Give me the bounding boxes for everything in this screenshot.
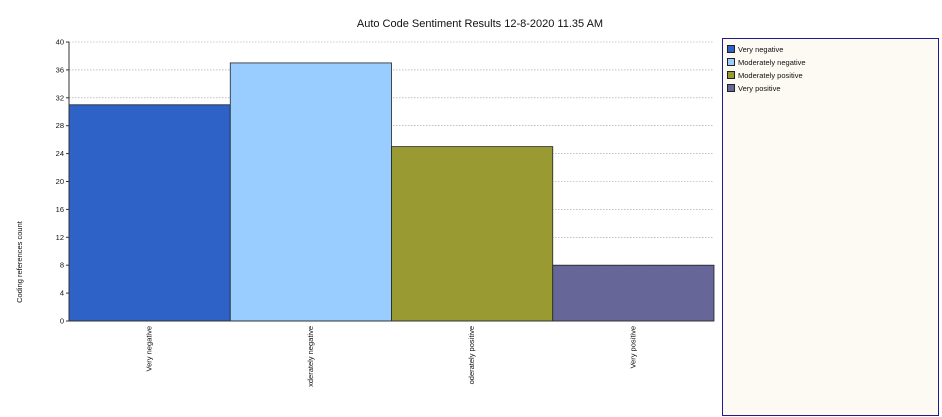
plot-area: 0 4 8 12 16 20 24 28 32 36 40 Very negative xderate…	[15, 38, 715, 387]
legend-item-moderately-negative: Moderately negative	[727, 56, 806, 68]
legend-label: Moderately positive	[738, 70, 803, 80]
x-tick-label-2: xderately negative	[306, 326, 315, 387]
y-axis-label: Coding references count	[15, 220, 24, 303]
bars	[68, 62, 715, 322]
y-tick-labels: 0 4 8 12 16 20 24 28 32 36 40	[56, 38, 69, 326]
legend-label: Very negative	[738, 44, 784, 54]
bar-very-negative	[68, 104, 231, 322]
legend-item-moderately-positive: Moderately positive	[727, 69, 803, 81]
legend-item-very-positive: Very positive	[727, 82, 781, 94]
y-tick-label-8: 8	[60, 261, 64, 270]
bar-very-positive	[552, 264, 715, 322]
bar-moderately-positive	[391, 146, 554, 322]
legend: Very negative Moderately negative Moderate…	[722, 38, 939, 416]
x-tick-labels: Very negative xderately negative oderately…	[145, 326, 638, 387]
legend-swatch	[727, 58, 735, 66]
legend-swatch	[727, 71, 735, 79]
legend-swatch	[727, 45, 735, 53]
y-tick-label-32: 32	[56, 93, 64, 102]
bar-moderately-negative	[229, 62, 392, 322]
legend-label: Very positive	[738, 83, 781, 93]
x-tick-label-1: Very negative	[145, 326, 154, 371]
y-tick-label-28: 28	[56, 121, 64, 130]
y-tick-label-40: 40	[56, 38, 64, 47]
y-tick-label-0: 0	[60, 317, 64, 326]
y-tick-label-4: 4	[60, 289, 64, 298]
legend-swatch	[727, 84, 735, 92]
y-tick-label-24: 24	[56, 149, 64, 158]
y-tick-label-20: 20	[56, 177, 64, 186]
chart-title: Auto Code Sentiment Results 12-8-2020 11…	[356, 18, 604, 30]
legend-item-very-negative: Very negative	[727, 43, 783, 55]
x-tick-label-4: Very positive	[628, 326, 637, 369]
legend-label: Moderately negative	[738, 57, 806, 67]
x-tick-label-3: oderately positive	[467, 326, 476, 384]
y-tick-label-36: 36	[56, 65, 64, 74]
y-tick-label-12: 12	[56, 233, 64, 242]
y-tick-label-16: 16	[56, 205, 64, 214]
